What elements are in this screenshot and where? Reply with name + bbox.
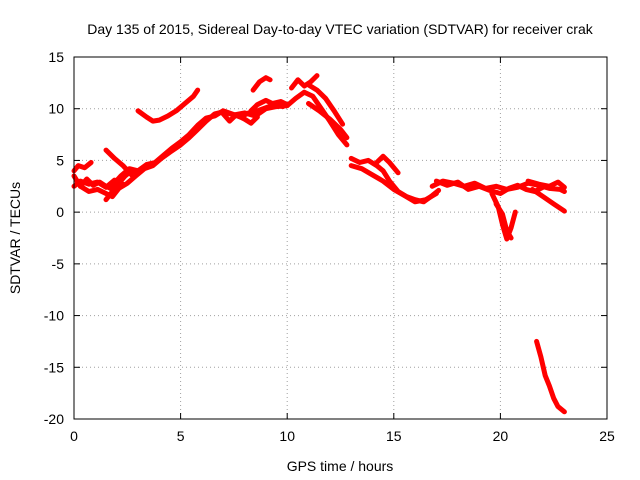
y-tick-label: 5 xyxy=(56,152,64,168)
x-tick-label: 25 xyxy=(599,428,615,444)
y-tick-label: 10 xyxy=(48,101,64,117)
plot-frame xyxy=(73,56,608,420)
y-tick-label: -10 xyxy=(44,308,64,324)
series-line-arc-8 xyxy=(135,87,201,124)
series-line-arc-20 xyxy=(433,178,546,196)
series-line-arc-23 xyxy=(525,178,567,190)
x-tick-label: 5 xyxy=(177,428,185,444)
x-tick-label: 0 xyxy=(70,428,78,444)
y-tick-label: -20 xyxy=(44,411,64,427)
series-line-arc-11 xyxy=(250,75,273,93)
tick-group: 0 5 10 15 20 25 -20 -15 -10 -5 0 5 10 15 xyxy=(44,49,615,444)
x-tick-label: 20 xyxy=(493,428,509,444)
y-tick-label: 0 xyxy=(56,204,64,220)
series-group xyxy=(71,73,567,415)
y-tick-label: -15 xyxy=(44,359,64,375)
series-line-arc-13 xyxy=(289,73,320,91)
x-tick-label: 10 xyxy=(279,428,295,444)
series-line-arc-15 xyxy=(306,101,350,141)
chart-title: Day 135 of 2015, Sidereal Day-to-day VTE… xyxy=(87,21,593,37)
series-line-arc-10 xyxy=(248,97,290,114)
series-line-arc-22 xyxy=(493,201,514,241)
x-axis-label: GPS time / hours xyxy=(287,458,394,474)
series-line-arc-24 xyxy=(529,186,567,214)
series-line-arc-18 xyxy=(374,153,401,176)
series-line-arc-9 xyxy=(220,111,260,126)
y-tick-label: 15 xyxy=(48,49,64,65)
series-line-arc-14 xyxy=(306,82,346,127)
y-tick-label: -5 xyxy=(52,256,65,272)
series-line-arc-3 xyxy=(71,160,94,174)
series-line-arc-17 xyxy=(348,163,439,205)
series-line-arc-12 xyxy=(284,89,350,148)
y-axis-label: SDTVAR / TECUs xyxy=(7,182,23,294)
series-line-arc-25 xyxy=(534,338,567,415)
series-line-arc-7 xyxy=(109,102,286,188)
x-tick-label: 15 xyxy=(386,428,402,444)
